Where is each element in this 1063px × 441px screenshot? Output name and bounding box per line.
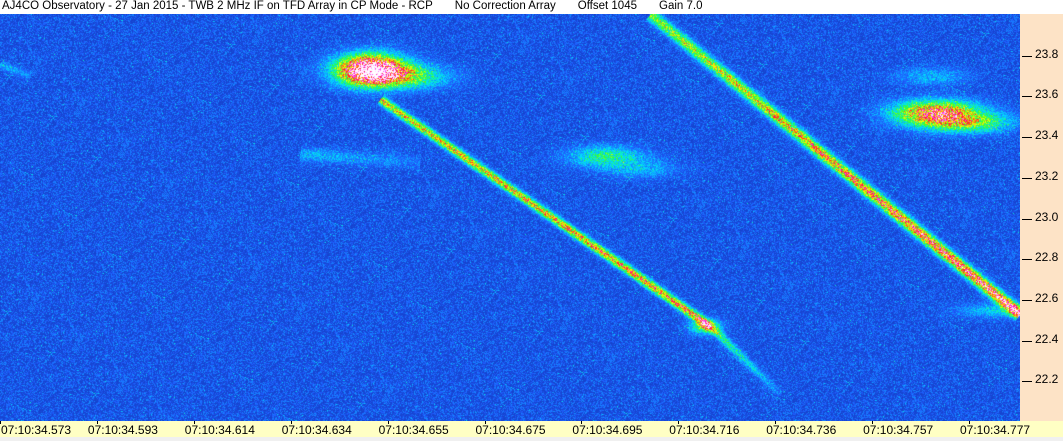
x-tick — [96, 421, 98, 424]
observatory-title: AJ4CO Observatory - 27 Jan 2015 - TWB 2 … — [2, 0, 433, 12]
x-tick — [872, 421, 874, 424]
y-tick — [1022, 381, 1032, 383]
x-tick-label: 07:10:34.675 — [475, 423, 546, 437]
y-tick-label: 23.8 — [1035, 46, 1059, 61]
x-tick — [775, 421, 777, 424]
x-tick-label: 07:10:34.593 — [87, 423, 158, 437]
x-tick-label: 07:10:34.614 — [184, 423, 255, 437]
x-tick-label: 07:10:34.736 — [766, 423, 837, 437]
x-tick — [969, 421, 970, 424]
x-tick — [193, 421, 195, 424]
x-tick-label: 07:10:34.695 — [572, 423, 643, 437]
frequency-axis: 23.8 23.6 23.4 23.2 23.0 22.8 22.6 22.4 22.2 — [1020, 14, 1063, 421]
y-tick-label: 23.0 — [1035, 209, 1059, 224]
y-tick — [1022, 177, 1032, 179]
y-tick-label: 22.2 — [1035, 372, 1059, 387]
time-axis: 07:10:34.573 07:10:34.593 07:10:34.614 07:1… — [0, 421, 1063, 437]
y-tick — [1022, 218, 1032, 220]
x-tick — [484, 421, 486, 424]
y-tick — [1022, 137, 1032, 139]
y-tick-label: 23.4 — [1035, 128, 1059, 143]
chart-title-bar: AJ4CO Observatory - 27 Jan 2015 - TWB 2 … — [0, 0, 1063, 14]
x-tick-label: 07:10:34.777 — [960, 423, 1031, 437]
y-tick — [1022, 299, 1032, 301]
y-tick-label: 23.2 — [1035, 168, 1059, 183]
y-tick-label: 22.4 — [1035, 331, 1059, 346]
y-tick — [1022, 55, 1032, 57]
y-tick — [1022, 259, 1032, 261]
y-tick-label: 23.6 — [1035, 87, 1059, 102]
spectrogram-plot — [0, 14, 1020, 421]
gain-label: Gain 7.0 — [659, 0, 703, 12]
x-tick-label: 07:10:34.655 — [378, 423, 449, 437]
x-tick — [387, 421, 389, 424]
y-tick-label: 22.6 — [1035, 290, 1059, 305]
x-tick — [678, 421, 680, 424]
x-tick — [290, 421, 292, 424]
x-tick-label: 07:10:34.757 — [863, 423, 934, 437]
y-tick — [1022, 96, 1032, 98]
x-tick-label: 07:10:34.573 — [1, 423, 72, 437]
x-tick-label: 07:10:34.716 — [669, 423, 740, 437]
correction-label: No Correction Array — [454, 0, 556, 12]
x-tick — [0, 421, 1, 424]
x-tick-label: 07:10:34.634 — [281, 423, 352, 437]
y-tick-label: 22.8 — [1035, 250, 1059, 265]
x-tick — [581, 421, 583, 424]
y-tick — [1022, 340, 1032, 342]
offset-label: Offset 1045 — [577, 0, 637, 12]
